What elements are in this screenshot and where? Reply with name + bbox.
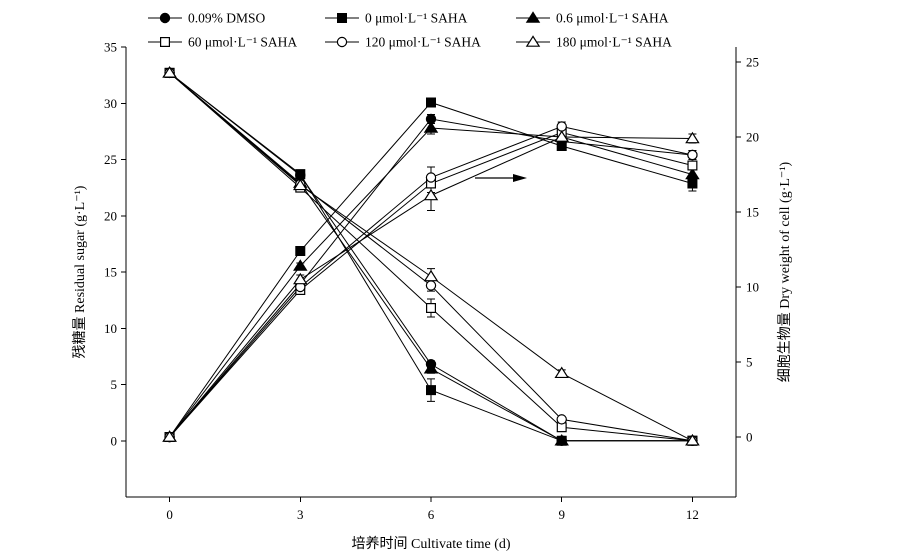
right-y-ticks: 0 5 10 15 20 25	[736, 55, 759, 445]
legend-label: 60 μmol·L⁻¹ SAHA	[188, 35, 297, 50]
dry-weight-point	[295, 246, 306, 257]
dry-weight-point	[556, 141, 567, 152]
dry-weight-point	[423, 188, 439, 201]
left-y-tick-label: 0	[111, 433, 118, 448]
right-y-tick-label: 25	[746, 55, 759, 70]
legend-item-0-6-saha: 0.6 μmol·L⁻¹ SAHA	[516, 11, 669, 26]
right-axis-arrow	[475, 174, 527, 182]
right-y-tick-label: 0	[746, 430, 753, 445]
residual-sugar-point	[162, 66, 177, 78]
legend-item-60-saha: 60 μmol·L⁻¹ SAHA	[148, 35, 297, 50]
residual-sugar-point	[293, 178, 308, 191]
left-y-tick-label: 20	[104, 208, 117, 223]
x-ticks: 0 3 6 9 12	[166, 497, 699, 522]
legend-label: 180 μmol·L⁻¹ SAHA	[556, 35, 672, 50]
residual-sugar-point	[423, 269, 439, 282]
residual-sugar-point	[554, 434, 569, 446]
legend-item-0-09-dmso: 0.09% DMSO	[148, 11, 266, 26]
right-y-tick-label: 15	[746, 205, 759, 220]
dry-weight-point	[685, 167, 700, 180]
dry-weight-point	[554, 130, 569, 142]
legend-marker-filled-circle	[159, 12, 171, 24]
residual-sugar-point	[425, 280, 437, 291]
x-tick-label: 12	[686, 507, 699, 522]
dry-weight-point	[293, 259, 308, 271]
legend-marker-filled-square	[337, 13, 348, 24]
dry-weight-point	[425, 172, 437, 183]
residual-sugar-point	[423, 362, 439, 374]
x-axis-label: 培养时间 Cultivate time (d)	[351, 536, 510, 552]
x-tick-label: 9	[558, 507, 565, 522]
x-tick-label: 0	[166, 507, 173, 522]
legend-item-120-saha: 120 μmol·L⁻¹ SAHA	[325, 35, 481, 50]
left-y-tick-label: 30	[104, 96, 117, 111]
x-tick-label: 3	[297, 507, 304, 522]
residual-sugar-point	[556, 414, 567, 425]
legend-item-180-saha: 180 μmol·L⁻¹ SAHA	[516, 35, 672, 50]
legend-label: 0.09% DMSO	[188, 11, 266, 26]
legend-marker-open-square	[160, 36, 171, 47]
legend-item-0-saha: 0 μmol·L⁻¹ SAHA	[325, 11, 468, 26]
dry-weight-point	[687, 178, 698, 189]
legend-marker-open-circle	[336, 36, 348, 48]
right-y-tick-label: 20	[746, 130, 759, 145]
dry-weight-point	[293, 272, 308, 285]
left-y-tick-label: 5	[111, 377, 118, 392]
left-y-axis-label: 残糖量 Residual sugar (g·L⁻¹)	[72, 185, 88, 358]
left-y-tick-label: 25	[104, 152, 117, 167]
right-y-tick-label: 10	[746, 280, 759, 295]
residual-sugar-point	[426, 385, 437, 396]
legend-label: 120 μmol·L⁻¹ SAHA	[365, 35, 481, 50]
dry-weight-point	[685, 131, 700, 144]
left-y-tick-label: 10	[104, 321, 117, 336]
x-tick-label: 6	[428, 507, 435, 522]
dry-weight-point	[556, 121, 567, 132]
legend-marker-open-triangle	[525, 35, 541, 47]
right-y-tick-label: 5	[746, 355, 753, 370]
arrow-head	[513, 174, 527, 182]
dry-weight-point	[423, 121, 439, 133]
dry-weight-point	[426, 97, 437, 108]
residual-sugar-point	[426, 303, 437, 314]
dry-weight-point	[687, 160, 698, 171]
dry-weight-point	[687, 149, 698, 161]
residual-sugar-point	[685, 434, 700, 446]
legend-marker-filled-triangle	[525, 11, 541, 23]
residual-sugar-point	[554, 366, 569, 379]
right-y-axis-label: 细胞生物量 Dry weight of cell (g·L⁻¹)	[777, 161, 793, 382]
left-y-ticks: 0 5 10 15 20 25 30 35	[104, 40, 126, 448]
left-y-tick-label: 15	[104, 265, 117, 280]
data-points	[162, 66, 700, 446]
legend-label: 0 μmol·L⁻¹ SAHA	[365, 11, 468, 26]
left-y-tick-label: 35	[104, 40, 117, 55]
dry-weight-point	[162, 430, 177, 442]
legend: 0.09% DMSO 0 μmol·L⁻¹ SAHA 0.6 μmol·L⁻¹ SA…	[148, 11, 672, 50]
legend-label: 0.6 μmol·L⁻¹ SAHA	[556, 11, 669, 26]
